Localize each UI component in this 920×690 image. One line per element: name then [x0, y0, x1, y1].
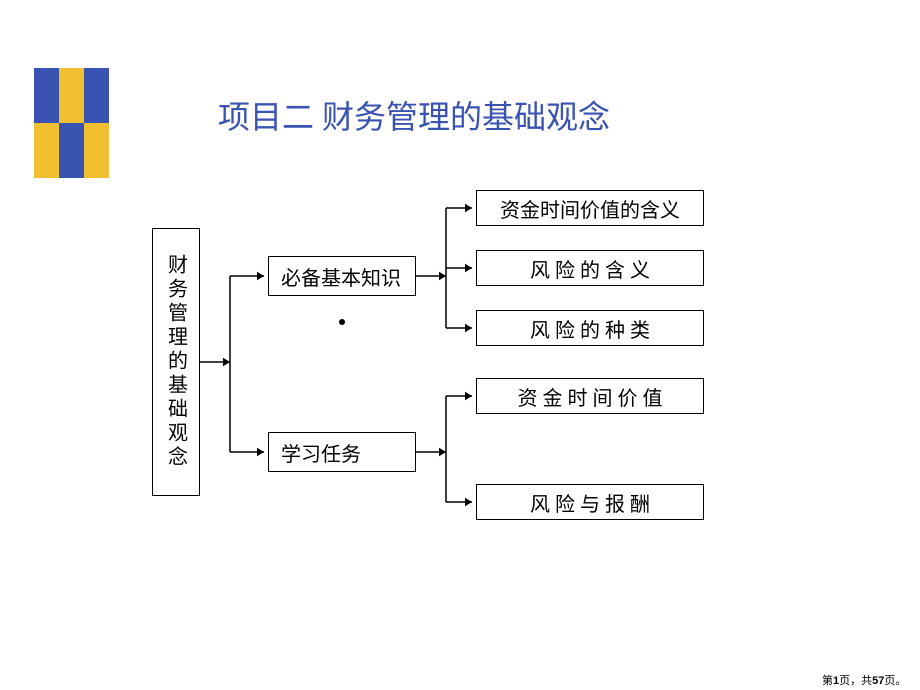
node-leaf-3: 风 险 的 种 类 [476, 310, 704, 346]
decor-square [34, 68, 59, 123]
node-leaf-4: 资 金 时 间 价 值 [476, 378, 704, 414]
decor-square [84, 68, 109, 123]
footer-mid: 页，共 [839, 675, 872, 687]
decor-square [59, 68, 84, 123]
footer-prefix: 第 [822, 675, 833, 687]
node-mid-tasks-label: 学习任务 [281, 438, 361, 467]
node-root: 财务管理的基础观念 [152, 228, 200, 496]
node-mid-tasks: 学习任务 [268, 432, 416, 472]
node-leaf-2-label: 风 险 的 含 义 [530, 254, 650, 283]
node-leaf-4-label: 资 金 时 间 价 值 [518, 382, 663, 411]
footer-suffix: 页。 [884, 675, 906, 687]
node-root-label: 财务管理的基础观念 [162, 254, 191, 470]
center-dot [339, 319, 345, 325]
node-leaf-5-label: 风 险 与 报 酬 [530, 488, 650, 517]
decor-square [84, 123, 109, 178]
node-leaf-5: 风 险 与 报 酬 [476, 484, 704, 520]
node-leaf-2: 风 险 的 含 义 [476, 250, 704, 286]
decor-square [59, 123, 84, 178]
node-leaf-3-label: 风 险 的 种 类 [530, 314, 650, 343]
node-leaf-1: 资金时间价值的含义 [476, 190, 704, 226]
page-footer: 第1页，共57页。 [822, 672, 906, 688]
node-mid-knowledge: 必备基本知识 [268, 256, 416, 296]
decor-square [34, 123, 59, 178]
node-leaf-1-label: 资金时间价值的含义 [500, 194, 680, 223]
footer-total: 57 [872, 675, 884, 687]
page-title: 项目二 财务管理的基础观念 [218, 92, 610, 138]
node-mid-knowledge-label: 必备基本知识 [281, 262, 401, 291]
